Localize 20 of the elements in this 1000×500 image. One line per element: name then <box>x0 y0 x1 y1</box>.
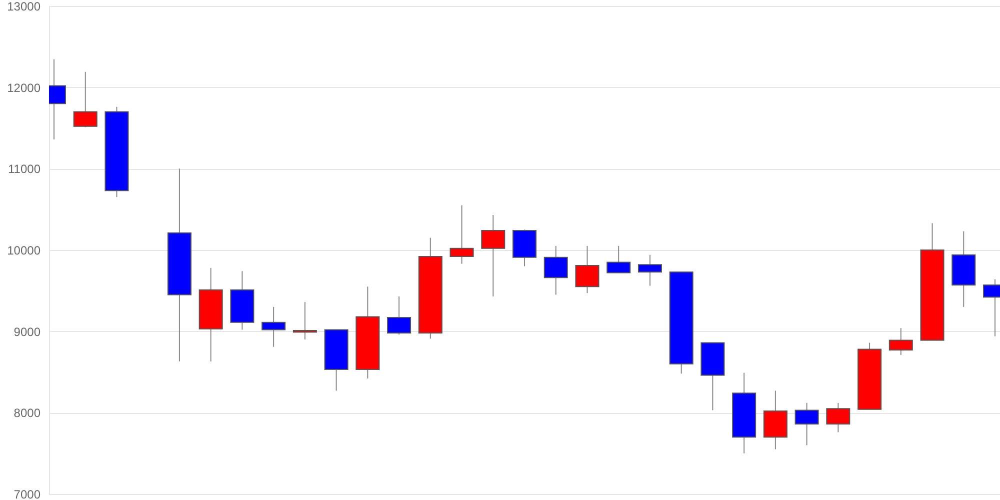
candlestick <box>262 306 286 348</box>
candlestick <box>638 254 662 286</box>
candlestick <box>826 402 850 433</box>
y-tick-label: 12000 <box>7 80 41 95</box>
candlestick <box>387 296 412 336</box>
candlestick <box>481 214 506 297</box>
candlestick <box>450 204 474 264</box>
candlestick <box>292 302 317 340</box>
candlestick <box>544 245 568 296</box>
y-tick-label: 11000 <box>8 162 41 176</box>
y-tick-label: 8000 <box>14 406 41 420</box>
y-tick-label: 9000 <box>14 324 41 339</box>
candlestick <box>794 402 819 446</box>
candlestick <box>606 245 631 274</box>
y-tick-label: 10000 <box>7 244 41 258</box>
candlestick <box>575 245 600 294</box>
candlestick <box>888 328 913 356</box>
y-tick-label: 7000 <box>14 488 41 500</box>
y-tick-label: 13000 <box>7 0 41 14</box>
candlestick <box>73 71 98 128</box>
